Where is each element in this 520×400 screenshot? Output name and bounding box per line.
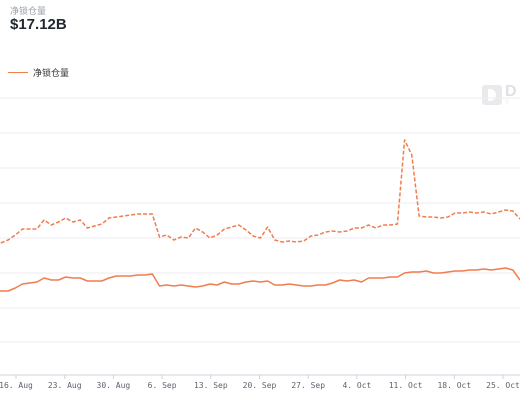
defillama-logo-icon <box>482 85 502 105</box>
x-tick-label: 23. Aug <box>48 381 82 390</box>
metric-value: $17.12B <box>10 16 67 33</box>
series-line-solid[interactable] <box>0 267 520 292</box>
watermark-subtext: Y <box>505 100 510 106</box>
x-tick-label: 30. Aug <box>97 381 131 390</box>
watermark-letter: D <box>505 83 517 100</box>
metric-label: 净锁仓量 <box>10 7 47 17</box>
x-tick-label: 25. Oct <box>486 381 520 390</box>
legend[interactable]: 净锁仓量 <box>8 66 69 79</box>
watermark: D Y <box>482 84 517 106</box>
grid-lines <box>0 97 520 376</box>
x-tick-label: 4. Oct <box>342 381 371 390</box>
x-tick-label: 13. Sep <box>194 381 228 390</box>
x-tick-label: 11. Oct <box>389 381 423 390</box>
legend-label: 净锁仓量 <box>33 69 70 79</box>
watermark-text: D Y <box>505 83 517 107</box>
x-tick-label: 16. Aug <box>0 381 33 390</box>
legend-line-swatch <box>8 72 28 73</box>
x-tick-label: 6. Sep <box>148 381 177 390</box>
series-group <box>0 139 520 292</box>
x-tick-label: 20. Sep <box>243 381 277 390</box>
x-tick-label: 18. Oct <box>437 381 471 390</box>
series-line-dashed[interactable] <box>0 139 520 244</box>
x-axis: 16. Aug 23. Aug 30. Aug 6. Sep 13. Sep 20. Se… <box>0 375 520 390</box>
x-tick-label: 27. Sep <box>291 381 325 390</box>
